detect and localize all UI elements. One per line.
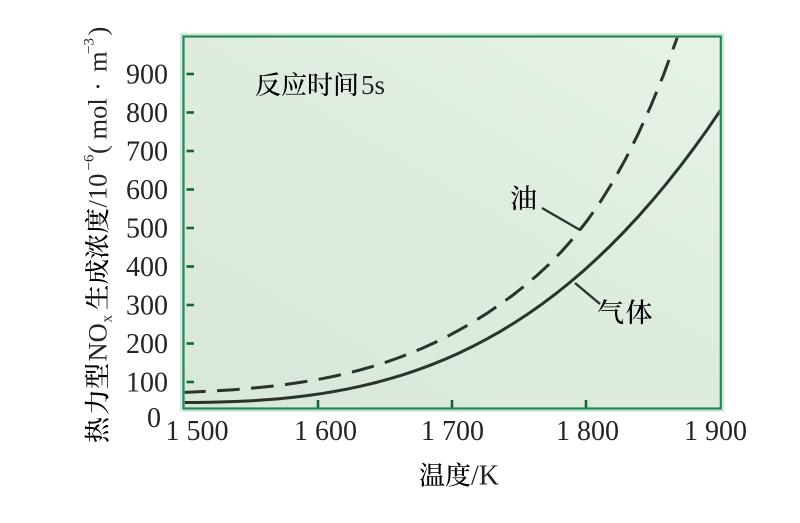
svg-text:mol: mol (83, 98, 113, 139)
svg-text:m: m (83, 51, 113, 72)
svg-text:(: ( (83, 145, 113, 154)
svg-text:700: 700 (126, 137, 168, 168)
svg-text:): ) (83, 27, 113, 36)
svg-text:−6: −6 (82, 154, 98, 170)
svg-text:·: · (83, 82, 113, 91)
svg-text:600: 600 (126, 175, 168, 206)
svg-text:−3: −3 (82, 38, 98, 54)
svg-text:x: x (100, 315, 116, 323)
svg-text:900: 900 (126, 60, 168, 91)
svg-text:0: 0 (147, 403, 161, 434)
svg-text:NO: NO (83, 323, 113, 361)
svg-text:1 700: 1 700 (421, 416, 484, 447)
svg-text:300: 300 (126, 291, 168, 322)
svg-text:100: 100 (126, 368, 168, 399)
svg-text:1 900: 1 900 (684, 416, 747, 447)
svg-text:1 600: 1 600 (294, 416, 357, 447)
svg-text:800: 800 (126, 98, 168, 129)
svg-text:200: 200 (126, 329, 168, 360)
svg-text:1 800: 1 800 (556, 416, 619, 447)
svg-text:400: 400 (126, 252, 168, 283)
svg-text:500: 500 (126, 214, 168, 245)
svg-text:/K: /K (471, 461, 499, 492)
svg-text:5s: 5s (361, 70, 385, 100)
svg-text:/10: /10 (83, 174, 113, 208)
svg-text:1 500: 1 500 (166, 416, 229, 447)
